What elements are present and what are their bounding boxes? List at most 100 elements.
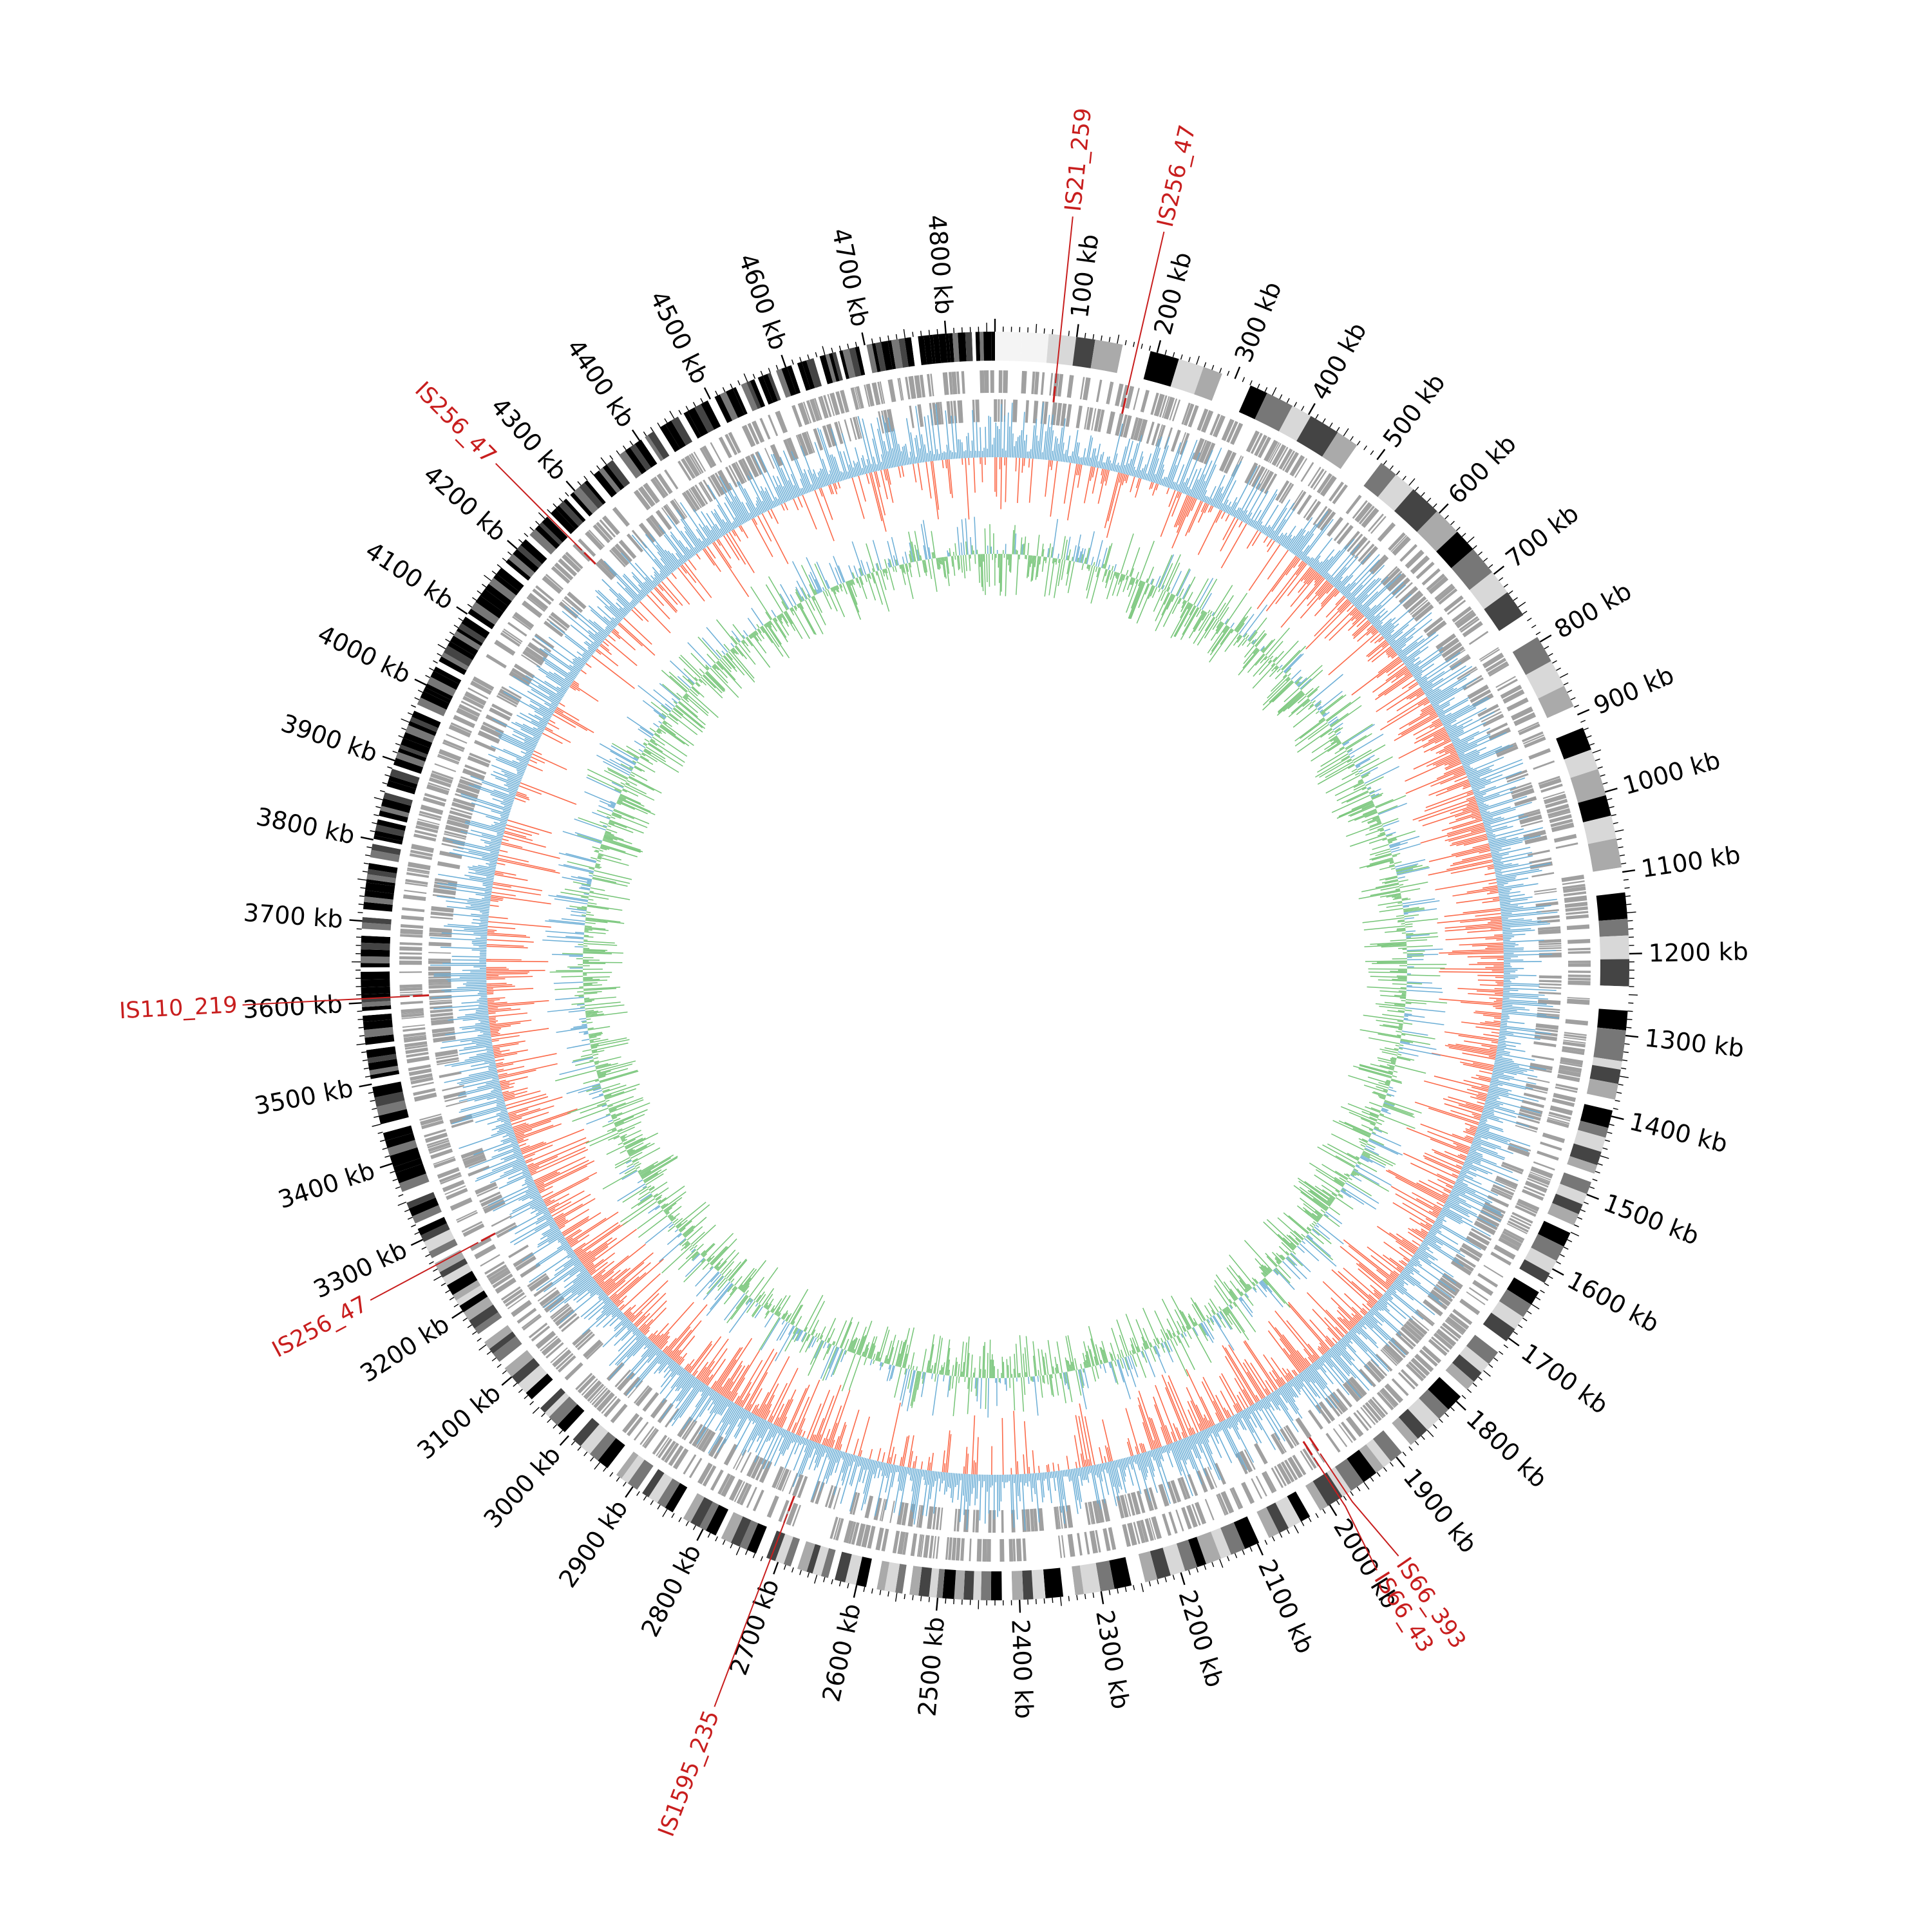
- gene-forward: [603, 1397, 621, 1417]
- gene-reverse: [786, 437, 799, 460]
- gene-reverse: [432, 1031, 455, 1037]
- gene-reverse: [574, 1331, 593, 1349]
- gene-forward: [1428, 576, 1449, 594]
- gene-forward: [1543, 793, 1567, 804]
- gene-reverse: [496, 695, 517, 708]
- karyotype-band: [516, 545, 542, 569]
- gene-forward: [1186, 1504, 1198, 1528]
- minor-tick: [467, 603, 473, 608]
- gene-forward: [879, 381, 886, 404]
- major-tick: [1156, 340, 1162, 354]
- inner-block-gap: [1317, 1003, 1351, 1009]
- gene-forward: [1384, 1383, 1403, 1403]
- minor-tick: [1426, 497, 1432, 502]
- minor-tick: [491, 571, 497, 575]
- minor-tick: [414, 1231, 420, 1235]
- gene-forward: [829, 392, 840, 415]
- gene-forward: [833, 1517, 841, 1540]
- minor-tick: [838, 1581, 842, 1587]
- gene-reverse: [473, 739, 497, 752]
- minor-tick: [1376, 1472, 1381, 1477]
- gene-reverse: [998, 399, 1000, 422]
- gene-forward: [1175, 1509, 1184, 1531]
- gene-forward: [1522, 734, 1545, 744]
- gene-forward: [428, 1142, 451, 1152]
- karyotype-band: [496, 567, 524, 592]
- karyotype-band: [402, 1181, 433, 1203]
- karyotype-band: [520, 539, 547, 565]
- gene-forward: [990, 370, 994, 393]
- gene-forward: [881, 1528, 889, 1552]
- minor-tick: [791, 359, 794, 365]
- minor-tick: [1234, 1553, 1238, 1558]
- gene-reverse: [1251, 466, 1265, 488]
- karyotype-band: [1211, 374, 1251, 412]
- inner-block-gap: [1197, 1220, 1218, 1247]
- minor-tick: [1595, 1171, 1600, 1174]
- minor-tick: [1356, 440, 1361, 446]
- gene-forward: [1416, 562, 1435, 580]
- minor-tick: [407, 712, 413, 715]
- gene-forward: [820, 395, 829, 419]
- gene-forward: [410, 849, 433, 857]
- gene-reverse: [1411, 601, 1431, 618]
- gene-reverse: [1463, 677, 1484, 691]
- gene-reverse: [1320, 511, 1336, 531]
- gene-forward: [1379, 1390, 1396, 1408]
- gene-reverse: [544, 620, 564, 638]
- inner-block-gap: [847, 639, 862, 671]
- minor-tick: [1622, 1059, 1628, 1061]
- major-tick: [1625, 1034, 1639, 1038]
- gene-reverse: [852, 1492, 860, 1515]
- minor-tick: [445, 638, 450, 643]
- karyotype-band: [699, 1501, 719, 1531]
- gene-forward: [683, 1454, 697, 1475]
- gene-reverse: [1495, 742, 1517, 753]
- gene-forward: [601, 1396, 618, 1414]
- gene-reverse: [1533, 888, 1557, 893]
- gene-forward: [1487, 661, 1509, 676]
- karyotype-band: [694, 404, 715, 433]
- gene-reverse: [1170, 430, 1181, 452]
- gene-forward: [413, 1088, 436, 1096]
- gene-forward: [1368, 513, 1384, 532]
- minor-tick: [1477, 1376, 1482, 1381]
- gene-forward: [1213, 415, 1223, 437]
- karyotype-band: [452, 1280, 481, 1301]
- karyotype-band: [1150, 1548, 1171, 1580]
- gene-forward: [1289, 455, 1305, 477]
- karyotype-band: [1347, 1450, 1377, 1482]
- minor-tick: [1503, 1344, 1508, 1349]
- minor-tick: [565, 492, 569, 497]
- minor-tick: [1527, 1311, 1532, 1314]
- gene-forward: [1558, 1065, 1582, 1074]
- karyotype-band: [368, 863, 398, 874]
- scale-label: 3600 kb: [242, 990, 343, 1024]
- gene-reverse: [501, 686, 522, 699]
- inner-block-gap: [1300, 1075, 1332, 1088]
- gene-forward: [439, 1171, 462, 1183]
- gene-forward: [437, 755, 459, 765]
- karyotype-band: [637, 1466, 659, 1493]
- karyotype-band: [787, 365, 801, 394]
- gene-reverse: [988, 1510, 992, 1533]
- gene-forward: [1380, 1387, 1399, 1407]
- minor-tick: [1597, 1163, 1603, 1166]
- minor-tick: [395, 1186, 401, 1189]
- gene-reverse: [710, 473, 725, 496]
- karyotype-band: [370, 849, 400, 862]
- gene-reverse: [681, 493, 696, 513]
- gene-forward: [1221, 419, 1235, 442]
- minor-tick: [936, 328, 938, 335]
- karyotype-band: [364, 890, 394, 900]
- minor-tick: [855, 341, 857, 347]
- gene-reverse: [1518, 1112, 1541, 1121]
- gene-forward: [1408, 1361, 1426, 1379]
- minor-tick: [1508, 590, 1513, 594]
- minor-tick: [1627, 911, 1636, 914]
- gene-reverse: [1507, 1145, 1530, 1157]
- gene-reverse: [1511, 788, 1535, 800]
- gene-reverse: [1438, 637, 1460, 654]
- gene-reverse: [1526, 1083, 1549, 1092]
- gene-forward: [818, 396, 827, 419]
